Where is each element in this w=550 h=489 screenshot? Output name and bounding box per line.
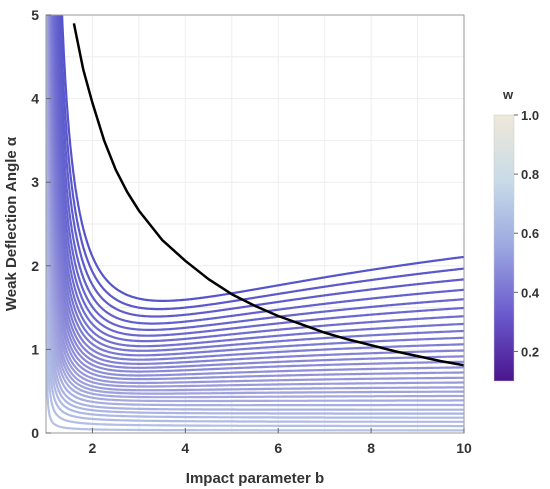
color-legend: w 0.2 0.4 0.6 0.8 1.0 — [493, 87, 540, 382]
contour-line — [50, 15, 464, 361]
y-axis-label: Weak Deflection Angle α — [3, 136, 20, 311]
contour-line — [46, 118, 464, 432]
contour-line — [60, 15, 464, 302]
contour-line — [47, 15, 464, 392]
legend-ticks: 0.2 0.4 0.6 0.8 1.0 — [514, 108, 540, 359]
legend-tick-label: 0.8 — [521, 167, 539, 182]
contour-line — [46, 15, 464, 403]
contour-line — [52, 15, 464, 352]
y-axis-ticks: 0 1 2 3 4 5 — [31, 7, 51, 441]
contour-line — [46, 43, 464, 423]
contour-line — [47, 15, 464, 395]
contour-line — [57, 15, 464, 318]
legend-colorbar — [493, 114, 515, 382]
legend-tick-label: 0.6 — [521, 226, 539, 241]
contour-line — [46, 30, 464, 415]
contour-line — [59, 15, 464, 311]
contour-line — [56, 15, 464, 325]
x-tick-label: 10 — [456, 440, 472, 456]
contour-line — [47, 15, 464, 399]
contour-line — [49, 15, 464, 373]
plot-frame — [45, 14, 465, 434]
contour-lines — [46, 15, 464, 432]
contour-line — [52, 15, 464, 348]
y-tick-label: 3 — [31, 174, 39, 190]
contour-line — [48, 15, 464, 381]
contour-line — [46, 192, 464, 428]
highlight-curve — [72, 23, 464, 367]
contour-line — [54, 15, 464, 337]
legend-tick-label: 0.4 — [521, 285, 540, 300]
x-axis-ticks: 2 4 6 8 10 — [89, 428, 472, 456]
contour-line — [46, 15, 464, 411]
contour-line — [53, 15, 464, 343]
legend-tick-label: 0.2 — [521, 344, 539, 359]
y-tick-label: 2 — [31, 258, 39, 274]
contour-line — [47, 15, 464, 388]
contour-line — [46, 15, 464, 407]
highlight-curve-group — [72, 23, 464, 367]
y-tick-label: 0 — [31, 425, 39, 441]
x-tick-label: 4 — [181, 440, 189, 456]
legend-tick-label: 1.0 — [521, 108, 539, 123]
x-tick-label: 6 — [274, 440, 282, 456]
y-tick-label: 5 — [31, 7, 39, 23]
contour-line — [49, 15, 464, 377]
contour-line — [51, 15, 464, 357]
contour-line — [46, 117, 464, 419]
x-tick-label: 8 — [367, 440, 375, 456]
x-axis-label: Impact parameter b — [186, 470, 324, 487]
y-tick-label: 4 — [31, 91, 39, 107]
y-tick-label: 1 — [31, 341, 39, 357]
x-tick-label: 2 — [89, 440, 97, 456]
contour-line — [48, 15, 464, 385]
contour-line — [49, 15, 464, 369]
legend-title: w — [502, 87, 514, 102]
contour-line — [55, 15, 464, 331]
